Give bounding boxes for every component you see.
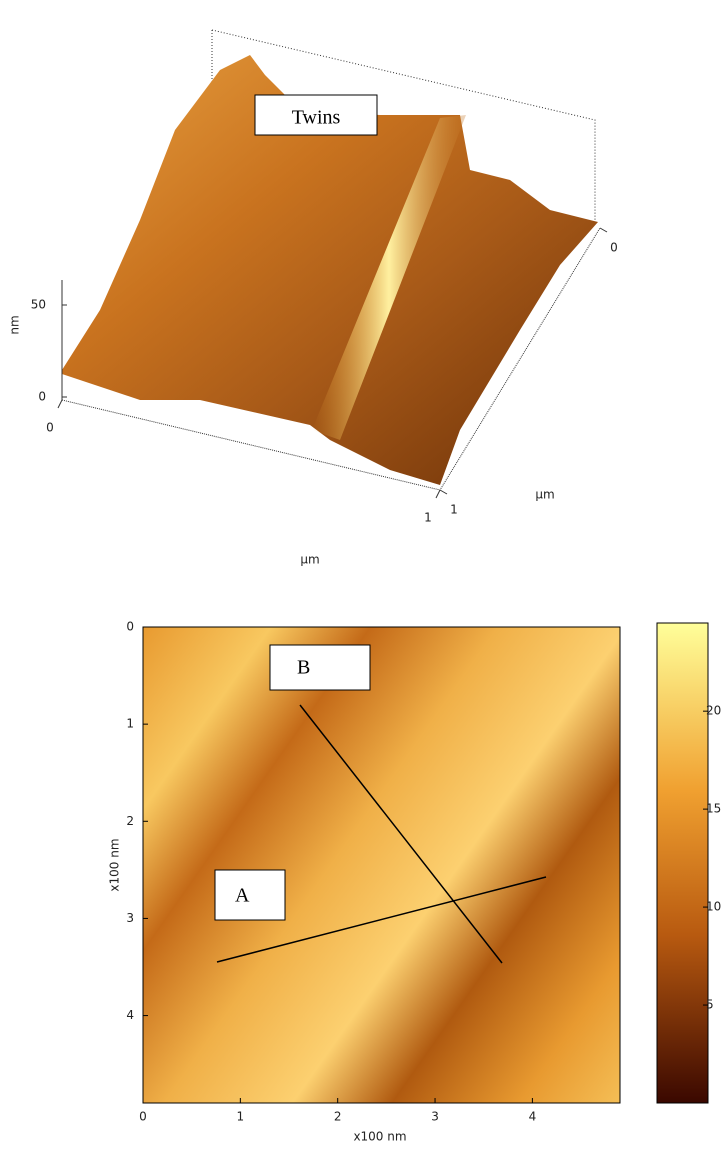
annotation-box	[270, 645, 370, 690]
x-tick	[436, 490, 440, 498]
y-tick-label: 0	[126, 620, 134, 634]
y-tick	[600, 228, 607, 232]
colorbar-tick-label: 5	[706, 998, 714, 1012]
map-image	[143, 627, 620, 1103]
x-tick-label: 4	[529, 1110, 537, 1124]
y-tick-label: 2	[126, 814, 134, 828]
annotation-box	[215, 870, 285, 920]
x-axis-label: x100 nm	[353, 1130, 406, 1144]
annotation: Twins	[292, 107, 341, 129]
colorbar	[657, 623, 708, 1103]
x-tick-label: 2	[334, 1110, 342, 1124]
figure: Twins nm µm µm B A x100 nm x100 nm 05001…	[0, 0, 723, 1149]
annotation: A	[235, 885, 250, 907]
colorbar-tick-label: 10	[706, 900, 721, 914]
annotation: B	[297, 657, 310, 679]
y-tick-label: 1	[126, 717, 134, 731]
x-tick-label: 3	[431, 1110, 439, 1124]
x-tick-label: 1	[237, 1110, 245, 1124]
x-tick-label: 1	[424, 511, 432, 525]
y-tick	[440, 490, 447, 494]
colorbar-tick-label: 20	[706, 704, 721, 718]
height-map: B A x100 nm x100 nm	[108, 623, 709, 1144]
x-tick	[58, 400, 62, 408]
y-axis-label: x100 nm	[108, 838, 122, 891]
z-tick-label: 50	[31, 298, 46, 312]
y-tick-label: 3	[126, 911, 134, 925]
y-tick-label: 0	[610, 241, 618, 255]
x-tick-label: 0	[46, 421, 54, 435]
surface-plot: Twins nm µm µm	[8, 30, 601, 567]
y-axis-label: µm	[535, 488, 554, 502]
z-tick-label: 0	[38, 390, 46, 404]
z-axis-label: nm	[8, 315, 22, 334]
colorbar-tick-label: 15	[706, 802, 721, 816]
x-axis-label: µm	[300, 553, 319, 567]
y-tick-label: 1	[450, 503, 458, 517]
y-tick-label: 4	[126, 1008, 134, 1022]
x-tick-label: 0	[139, 1110, 147, 1124]
